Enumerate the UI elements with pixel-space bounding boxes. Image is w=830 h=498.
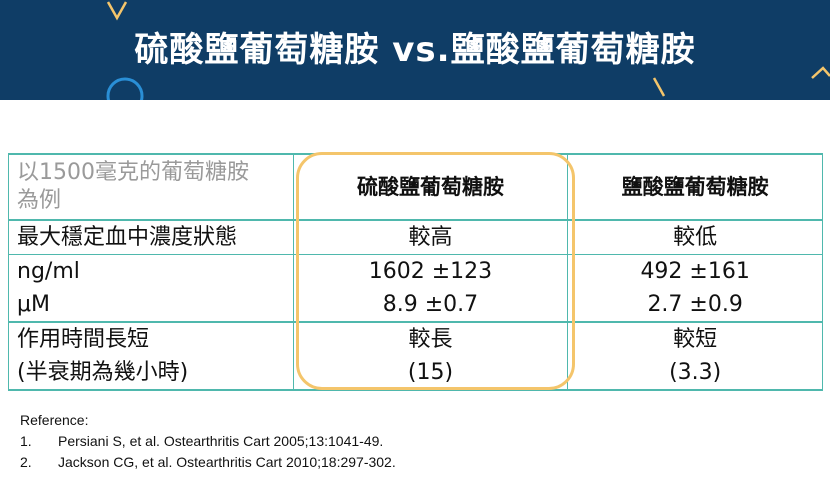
sulfate-value: 8.9 ±0.7 (382, 292, 479, 317)
reference-item: 2. Jackson CG, et al. Ostearthritis Cart … (20, 452, 396, 473)
deco-chevron-left (106, 1, 128, 21)
table-row: (半衰期為幾小時) (15) (3.3) (8, 356, 823, 391)
deco-slash-right (652, 77, 666, 97)
reference-text: Persiani S, et al. Ostearthritis Cart 20… (58, 433, 384, 449)
row-label: 作用時間長短 (8, 321, 294, 356)
table-row: 作用時間長短 較長 較短 (8, 321, 823, 356)
header-label-line2: 為例 (17, 188, 62, 213)
sulfate-value: 較高 (293, 220, 568, 255)
references: Reference: 1. Persiani S, et al. Ostearth… (20, 410, 396, 473)
header-label-line1: 以1500毫克的葡萄糖胺 (17, 160, 249, 185)
deco-circle (106, 77, 144, 100)
reference-number: 2. (20, 454, 32, 470)
hcl-value: (3.3) (567, 356, 823, 391)
header-hcl: 鹽酸鹽葡萄糖胺 (567, 153, 823, 221)
sulfate-value: 1602 ±123 (368, 259, 493, 284)
hcl-value: 2.7 ±0.9 (567, 288, 823, 322)
hcl-value: 492 ±161 (567, 254, 823, 288)
hcl-value: 較短 (567, 321, 823, 356)
header-label-cell: 以1500毫克的葡萄糖胺 為例 (8, 153, 294, 221)
references-heading: Reference: (20, 412, 89, 428)
table-row: 最大穩定血中濃度狀態 較高 較低 (8, 220, 823, 255)
header-sulfate: 硫酸鹽葡萄糖胺 (293, 153, 568, 221)
table-row: ng/ml 1602 ±123 492 ±161 (8, 254, 823, 288)
row-label: ng/ml (8, 254, 294, 288)
banner-decorations (106, 1, 830, 100)
title-banner: 硫酸鹽葡萄糖胺 vs.鹽酸鹽葡萄糖胺 (0, 0, 830, 100)
reference-number: 1. (20, 433, 32, 449)
deco-chevron-right (811, 66, 830, 79)
comparison-table: 以1500毫克的葡萄糖胺 為例 硫酸鹽葡萄糖胺 鹽酸鹽葡萄糖胺 最大穩定血中濃度… (8, 153, 823, 391)
slide-title: 硫酸鹽葡萄糖胺 vs.鹽酸鹽葡萄糖胺 (134, 30, 696, 70)
sulfate-value: (15) (293, 356, 568, 391)
table-row: μM 8.9 ±0.7 2.7 ±0.9 (8, 288, 823, 322)
hcl-value: 較低 (567, 220, 823, 255)
row-label: 最大穩定血中濃度狀態 (8, 220, 294, 255)
sulfate-value: 較長 (293, 321, 568, 356)
row-label: μM (8, 288, 294, 322)
row-label: (半衰期為幾小時) (8, 356, 294, 391)
table-header-row: 以1500毫克的葡萄糖胺 為例 硫酸鹽葡萄糖胺 鹽酸鹽葡萄糖胺 (8, 153, 823, 221)
reference-text: Jackson CG, et al. Ostearthritis Cart 20… (58, 454, 396, 470)
reference-item: 1. Persiani S, et al. Ostearthritis Cart … (20, 431, 396, 452)
